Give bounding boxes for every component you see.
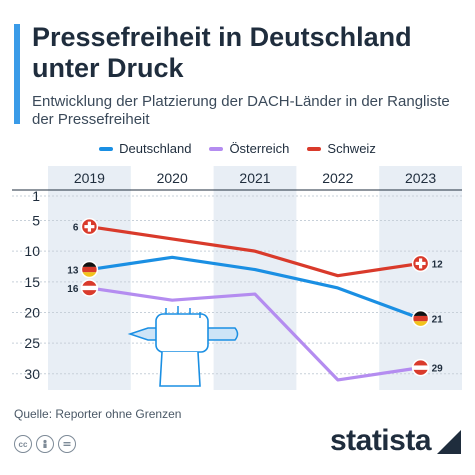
- x-tick-label-2020: 2020: [157, 170, 188, 186]
- chart-title: Pressefreiheit in Deutschland unter Druc…: [32, 22, 412, 83]
- legend-item-deutschland: Deutschland: [99, 141, 191, 156]
- data-label-start-deutschland: 13: [67, 266, 79, 277]
- year-bands: [48, 166, 462, 390]
- legend: Deutschland Österreich Schweiz: [0, 141, 475, 156]
- x-tick-label-2022: 2022: [322, 170, 353, 186]
- fist-fingers: [165, 306, 201, 318]
- legend-swatch-schweiz: [307, 146, 322, 151]
- license-icons: cc: [14, 435, 76, 453]
- y-tick-label: 5: [32, 213, 40, 229]
- x-tick-label-2021: 2021: [239, 170, 270, 186]
- data-label-start-schweiz: 6: [73, 223, 79, 234]
- x-tick-label-2023: 2023: [405, 170, 436, 186]
- series-line-deutschland: [87, 255, 423, 321]
- flag-icon-oesterreich-1-end: [411, 358, 430, 377]
- fist-pen-icon: [127, 306, 239, 387]
- flag-icon-deutschland-0-end: [411, 309, 430, 328]
- accent-bar: [14, 24, 20, 124]
- legend-label-oesterreich: Österreich: [229, 141, 290, 156]
- legend-item-schweiz: Schweiz: [307, 141, 376, 156]
- year-band-2021: [213, 166, 297, 390]
- attribution-icon: [36, 435, 54, 453]
- data-labels: 13 21 16 29 6 12: [67, 223, 443, 375]
- legend-item-oesterreich: Österreich: [209, 141, 289, 156]
- flag-icon-schweiz-2-end: [411, 254, 430, 273]
- brand-logo-text: statista: [329, 424, 432, 457]
- series-markers: [80, 217, 430, 377]
- series-line-oesterreich: [87, 286, 423, 382]
- brand-mark-icon: [437, 430, 461, 454]
- fist-hand: [155, 313, 209, 353]
- flag-icon-deutschland-0-start: [80, 260, 99, 279]
- data-label-end-schweiz: 12: [432, 259, 444, 270]
- y-tick-label: 20: [24, 304, 40, 320]
- data-label-end-deutschland: 21: [432, 315, 444, 326]
- data-label-end-oesterreich: 29: [432, 364, 444, 375]
- flag-icon-schweiz-2-start: [80, 217, 99, 236]
- series-lines: [87, 225, 423, 382]
- legend-label-deutschland: Deutschland: [119, 141, 192, 156]
- x-axis-labels: 2019 2020 2021 2022 2023: [74, 170, 437, 186]
- legend-swatch-oesterreich: [209, 146, 224, 151]
- y-tick-label: 15: [24, 274, 40, 290]
- series-line-schweiz: [87, 225, 423, 278]
- y-tick-label: 30: [24, 366, 40, 382]
- legend-swatch-deutschland: [99, 146, 114, 151]
- gridlines: [12, 189, 462, 375]
- chart-subtitle: Entwicklung der Platzierung der DACH-Län…: [32, 93, 450, 128]
- legend-label-schweiz: Schweiz: [327, 141, 376, 156]
- data-label-start-oesterreich: 16: [67, 284, 79, 295]
- x-tick-label-2019: 2019: [74, 170, 105, 186]
- source-note: Quelle: Reporter ohne Grenzen: [14, 407, 182, 421]
- y-tick-label: 1: [32, 188, 40, 204]
- y-tick-label: 10: [24, 243, 40, 259]
- flag-icon-oesterreich-1-start: [80, 279, 99, 297]
- no-derivatives-icon: [58, 435, 76, 453]
- cc-icon: cc: [14, 435, 32, 453]
- y-tick-label: 25: [24, 335, 40, 351]
- year-band-2023: [379, 166, 462, 390]
- fist-arm: [159, 351, 201, 387]
